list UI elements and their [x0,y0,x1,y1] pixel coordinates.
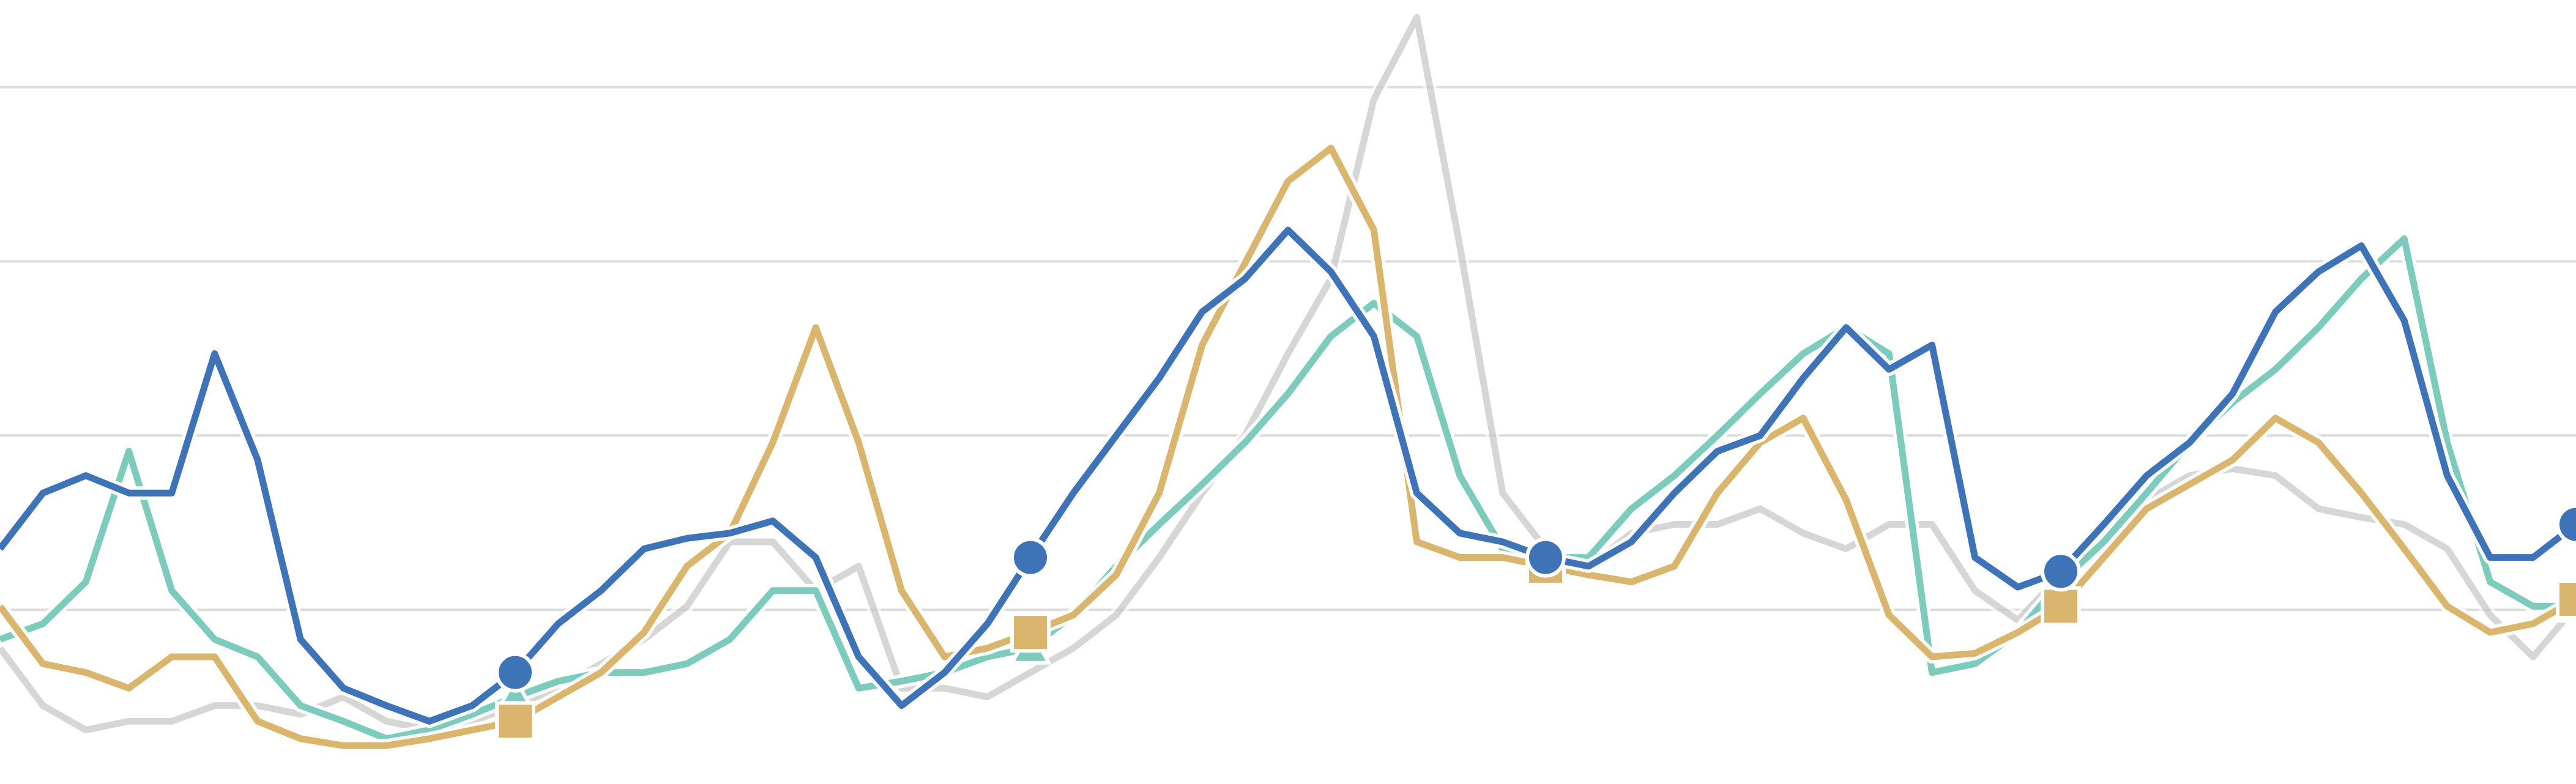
marker [2041,586,2081,627]
marker [495,701,535,742]
line [0,144,2576,749]
marker [495,652,535,693]
marker [2556,504,2576,545]
marker [1525,537,1566,578]
marker [1010,612,1051,653]
series [0,141,2576,753]
line-halo [0,10,2576,737]
marker [2041,551,2081,592]
line [0,14,2576,734]
line [0,235,2576,742]
series [0,10,2576,737]
marker [2556,579,2576,620]
series [0,223,2576,728]
marker [1010,537,1051,578]
line [0,226,2576,725]
